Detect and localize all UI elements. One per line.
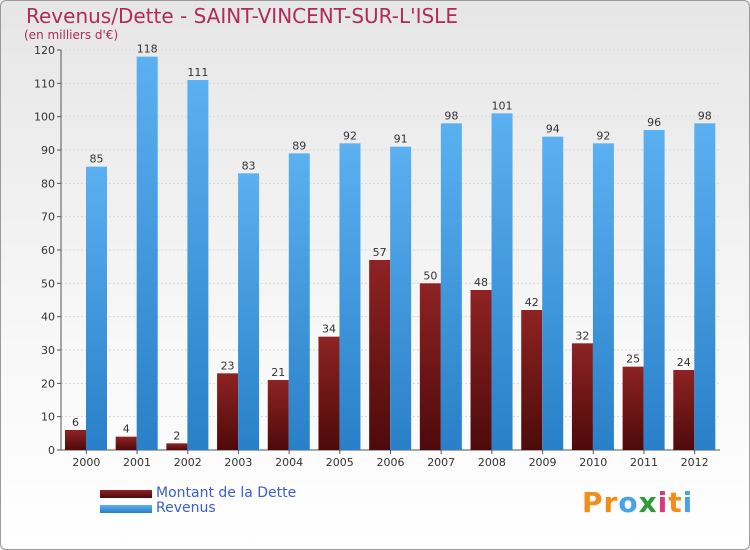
bar-dette bbox=[65, 430, 86, 450]
y-tick-label: 110 bbox=[34, 77, 55, 90]
data-label-dette: 6 bbox=[72, 416, 79, 429]
bar-revenus bbox=[339, 143, 361, 451]
bar-revenus bbox=[136, 56, 158, 451]
data-label-revenus: 92 bbox=[343, 129, 357, 142]
data-label-dette: 4 bbox=[123, 423, 130, 436]
data-label-revenus: 101 bbox=[492, 99, 513, 112]
data-label-revenus: 83 bbox=[242, 159, 256, 172]
data-label-revenus: 89 bbox=[292, 139, 306, 152]
data-label-dette: 57 bbox=[373, 246, 387, 259]
y-tick-label: 120 bbox=[34, 44, 55, 57]
y-tick-label: 40 bbox=[41, 311, 55, 324]
bar-revenus bbox=[542, 136, 564, 450]
x-tick-label: 2003 bbox=[224, 456, 252, 469]
data-label-dette: 50 bbox=[423, 269, 437, 282]
data-label-dette: 32 bbox=[575, 329, 589, 342]
logo-letter: t bbox=[668, 486, 683, 519]
bar-revenus bbox=[238, 173, 260, 451]
legend-swatch-dette bbox=[100, 490, 152, 498]
logo-letter: i bbox=[657, 486, 669, 519]
bar-dette bbox=[622, 366, 644, 450]
data-label-revenus: 91 bbox=[394, 133, 408, 146]
x-tick-label: 2007 bbox=[427, 456, 455, 469]
bar-dette bbox=[318, 336, 340, 450]
y-tick-label: 50 bbox=[41, 277, 55, 290]
logo-letter: P bbox=[582, 486, 604, 519]
chart-subtitle: (en milliers d'€) bbox=[24, 28, 119, 42]
y-tick-label: 10 bbox=[41, 411, 55, 424]
x-tick-label: 2006 bbox=[377, 456, 405, 469]
bar-dette bbox=[571, 343, 593, 450]
data-label-dette: 2 bbox=[173, 429, 180, 442]
x-tick-label: 2012 bbox=[681, 456, 709, 469]
chart-title: Revenus/Dette - SAINT-VINCENT-SUR-L'ISLE bbox=[26, 4, 458, 28]
bar-revenus bbox=[288, 153, 310, 451]
legend-swatch-revenus bbox=[100, 505, 152, 513]
x-tick-label: 2011 bbox=[630, 456, 658, 469]
data-label-revenus: 111 bbox=[187, 66, 208, 79]
data-label-dette: 21 bbox=[271, 366, 285, 379]
bar-revenus bbox=[592, 143, 614, 451]
bar-dette bbox=[166, 443, 188, 450]
bar-dette bbox=[521, 310, 543, 450]
bar-dette bbox=[217, 373, 239, 450]
y-tick-label: 60 bbox=[41, 244, 55, 257]
bar-dette bbox=[115, 436, 137, 450]
data-labels: 6 85 4 118 2 111 23 83 21 89 34 92 57 91 50 98 48 101 42 94… bbox=[72, 43, 712, 443]
bar-revenus bbox=[694, 123, 716, 450]
data-label-dette: 48 bbox=[474, 276, 488, 289]
y-tick-label: 70 bbox=[41, 211, 55, 224]
data-label-revenus: 96 bbox=[647, 116, 661, 129]
logo-letter: x bbox=[638, 486, 658, 519]
x-tick-label: 2001 bbox=[123, 456, 151, 469]
data-label-revenus: 94 bbox=[546, 123, 560, 136]
y-tick-label: 0 bbox=[48, 444, 55, 457]
legend-label-dette: Montant de la Dette bbox=[156, 485, 297, 501]
bar-dette bbox=[470, 290, 492, 450]
x-tick-label: 2008 bbox=[478, 456, 506, 469]
data-label-dette: 23 bbox=[221, 359, 235, 372]
data-label-revenus: 98 bbox=[698, 109, 712, 122]
logo-letter: r bbox=[603, 486, 619, 519]
data-label-revenus: 118 bbox=[137, 43, 158, 56]
data-label-dette: 24 bbox=[677, 356, 691, 369]
logo-letter: i bbox=[682, 486, 694, 519]
x-tick-label: 2009 bbox=[529, 456, 557, 469]
bar-dette bbox=[369, 260, 391, 450]
axes: 0 10 20 30 40 50 60 70 80 90 100 110 120 2000 2001 2002… bbox=[34, 44, 720, 469]
bar-dette bbox=[673, 370, 695, 450]
x-tick-label: 2004 bbox=[275, 456, 303, 469]
y-tick-label: 30 bbox=[41, 344, 55, 357]
y-tick-label: 80 bbox=[41, 177, 55, 190]
bar-revenus bbox=[491, 113, 513, 450]
x-tick-label: 2002 bbox=[174, 456, 202, 469]
y-tick-label: 90 bbox=[41, 144, 55, 157]
data-label-dette: 42 bbox=[525, 296, 539, 309]
x-tick-label: 2010 bbox=[579, 456, 607, 469]
bar-dette bbox=[419, 283, 441, 450]
bar-revenus bbox=[440, 123, 462, 450]
proxiti-logo: Proxiti bbox=[582, 486, 693, 519]
bar-dette bbox=[267, 380, 289, 450]
y-tick-label: 20 bbox=[41, 377, 55, 390]
data-label-revenus: 98 bbox=[444, 109, 458, 122]
bars bbox=[65, 56, 716, 451]
legend-label-revenus: Revenus bbox=[156, 500, 216, 516]
data-label-revenus: 92 bbox=[596, 129, 610, 142]
data-label-revenus: 85 bbox=[90, 153, 104, 166]
bar-revenus bbox=[643, 130, 665, 450]
x-tick-label: 2005 bbox=[326, 456, 354, 469]
bar-revenus bbox=[187, 80, 209, 450]
data-label-dette: 34 bbox=[322, 323, 336, 336]
data-label-dette: 25 bbox=[626, 353, 640, 366]
bar-revenus bbox=[86, 166, 107, 450]
bar-revenus bbox=[390, 146, 412, 450]
y-tick-label: 100 bbox=[34, 111, 55, 124]
logo-letter: o bbox=[618, 486, 639, 519]
x-tick-label: 2000 bbox=[72, 456, 100, 469]
